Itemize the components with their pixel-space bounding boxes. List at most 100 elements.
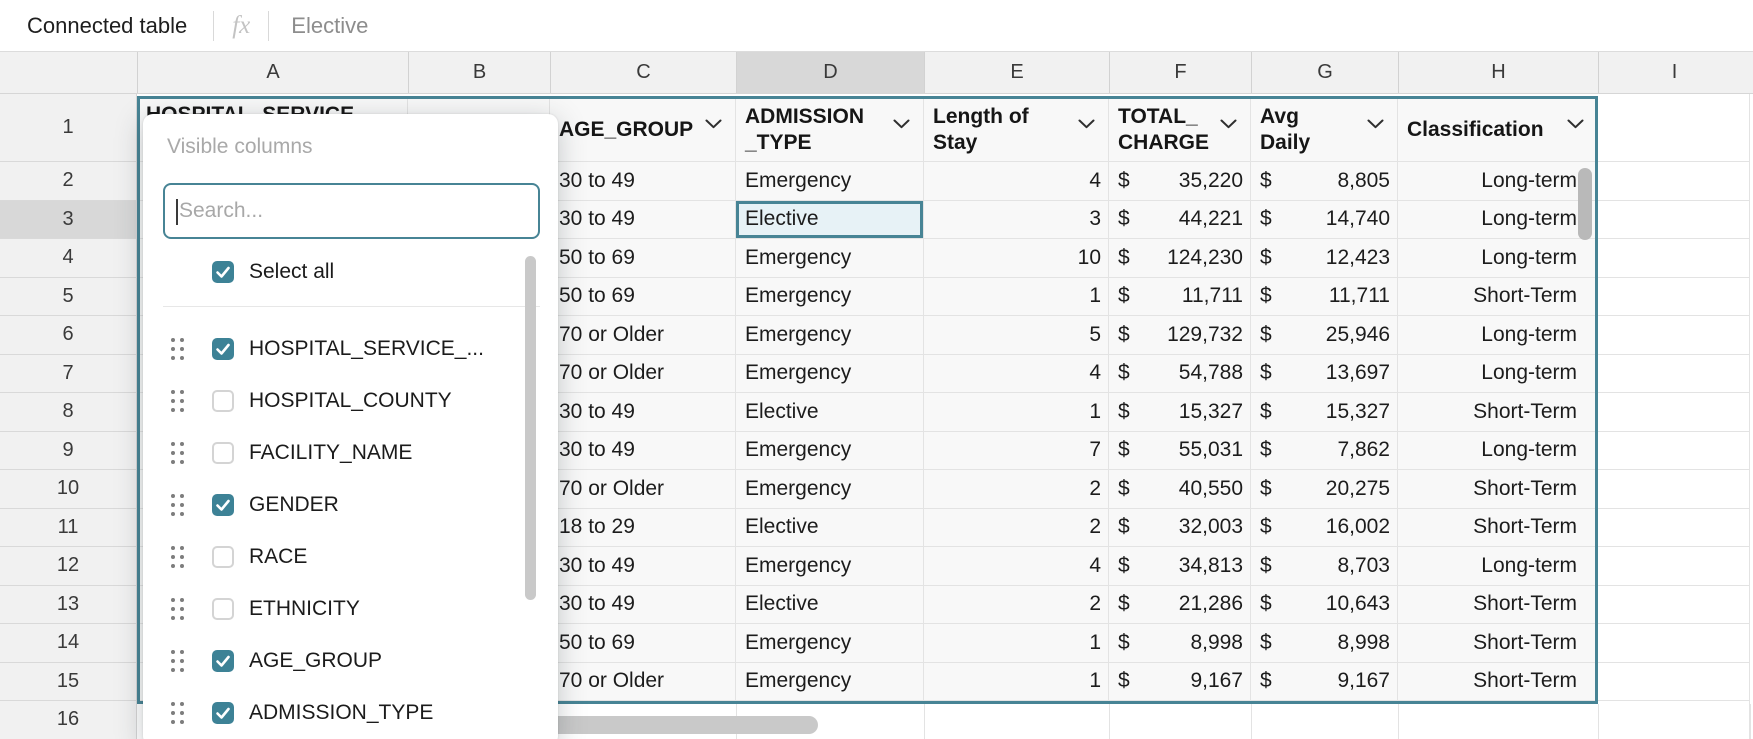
- cell-E8[interactable]: 1: [924, 393, 1109, 432]
- cell-G9[interactable]: $7,862: [1251, 431, 1398, 470]
- cell-G6[interactable]: $25,946: [1251, 316, 1398, 355]
- cell-G3[interactable]: $14,740: [1251, 200, 1398, 239]
- empty-cell[interactable]: [1598, 239, 1749, 278]
- cell-C15[interactable]: 70 or Older: [550, 662, 736, 701]
- checkbox-checked[interactable]: [212, 702, 234, 724]
- cell-C2[interactable]: 30 to 49: [550, 162, 736, 201]
- checkbox-unchecked[interactable]: [212, 390, 234, 412]
- cell-G11[interactable]: $16,002: [1251, 508, 1398, 547]
- cell-E2[interactable]: 4: [924, 162, 1109, 201]
- field-header-F[interactable]: TOTAL_ CHARGE: [1109, 99, 1251, 162]
- column-toggle-ethnicity[interactable]: ETHNICITY: [143, 583, 558, 635]
- checkbox-checked[interactable]: [212, 650, 234, 672]
- cell-E3[interactable]: 3: [924, 200, 1109, 239]
- cell-C5[interactable]: 50 to 69: [550, 277, 736, 316]
- empty-cell[interactable]: [1598, 393, 1749, 432]
- column-toggle-race[interactable]: RACE: [143, 531, 558, 583]
- cell-H8[interactable]: Short-Term: [1398, 393, 1595, 432]
- cell-D13[interactable]: Elective: [736, 585, 924, 624]
- cell-D6[interactable]: Emergency: [736, 316, 924, 355]
- cell-F2[interactable]: $35,220: [1109, 162, 1251, 201]
- row-number-2[interactable]: 2: [0, 162, 136, 201]
- chevron-down-icon[interactable]: [1567, 110, 1584, 136]
- column-toggle-age-group[interactable]: AGE_GROUP: [143, 635, 558, 687]
- cell-E13[interactable]: 2: [924, 585, 1109, 624]
- checkbox-unchecked[interactable]: [212, 442, 234, 464]
- chevron-down-icon[interactable]: [1078, 110, 1095, 136]
- cell-G4[interactable]: $12,423: [1251, 239, 1398, 278]
- cell-G8[interactable]: $15,327: [1251, 393, 1398, 432]
- empty-cell[interactable]: [1598, 624, 1749, 663]
- cell-C12[interactable]: 30 to 49: [550, 547, 736, 586]
- column-letter-F[interactable]: F: [1109, 52, 1251, 93]
- row-number-3[interactable]: 3: [0, 200, 136, 239]
- cell-G7[interactable]: $13,697: [1251, 354, 1398, 393]
- cell-D15[interactable]: Emergency: [736, 662, 924, 701]
- cell-C8[interactable]: 30 to 49: [550, 393, 736, 432]
- cell-G10[interactable]: $20,275: [1251, 470, 1398, 509]
- cell-D8[interactable]: Elective: [736, 393, 924, 432]
- cell-C13[interactable]: 30 to 49: [550, 585, 736, 624]
- empty-cell[interactable]: [1598, 278, 1749, 316]
- cell-E12[interactable]: 4: [924, 547, 1109, 586]
- cell-F12[interactable]: $34,813: [1109, 547, 1251, 586]
- column-letter-D[interactable]: D: [736, 52, 924, 93]
- row-number-14[interactable]: 14: [0, 624, 136, 663]
- empty-cell[interactable]: [1598, 509, 1749, 547]
- column-toggle-hospital-county[interactable]: HOSPITAL_COUNTY: [143, 375, 558, 427]
- cell-H12[interactable]: Long-term: [1398, 547, 1595, 586]
- cell-G13[interactable]: $10,643: [1251, 585, 1398, 624]
- cell-D4[interactable]: Emergency: [736, 239, 924, 278]
- cell-E6[interactable]: 5: [924, 316, 1109, 355]
- cell-F13[interactable]: $21,286: [1109, 585, 1251, 624]
- cell-C7[interactable]: 70 or Older: [550, 354, 736, 393]
- row-number-7[interactable]: 7: [0, 355, 136, 393]
- chevron-down-icon[interactable]: [893, 110, 910, 136]
- cell-H2[interactable]: Long-term: [1398, 162, 1595, 201]
- empty-cell[interactable]: [1598, 701, 1749, 739]
- cell-D7[interactable]: Emergency: [736, 354, 924, 393]
- column-toggle-facility-name[interactable]: FACILITY_NAME: [143, 427, 558, 479]
- cell-C9[interactable]: 30 to 49: [550, 431, 736, 470]
- cell-C10[interactable]: 70 or Older: [550, 470, 736, 509]
- field-header-H[interactable]: Classification: [1398, 99, 1595, 162]
- row-number-9[interactable]: 9: [0, 432, 136, 470]
- chevron-down-icon[interactable]: [705, 110, 722, 136]
- drag-handle-icon[interactable]: [171, 338, 186, 360]
- row-number-11[interactable]: 11: [0, 509, 136, 547]
- drag-handle-icon[interactable]: [171, 598, 186, 620]
- drag-handle-icon[interactable]: [171, 390, 186, 412]
- column-toggle-hospital-service-[interactable]: HOSPITAL_SERVICE_...: [143, 323, 558, 375]
- menu-scrollbar-thumb[interactable]: [525, 256, 536, 600]
- checkbox-unchecked[interactable]: [212, 546, 234, 568]
- cell-E7[interactable]: 4: [924, 354, 1109, 393]
- drag-handle-icon[interactable]: [171, 442, 186, 464]
- cell-G5[interactable]: $11,711: [1251, 277, 1398, 316]
- drag-handle-icon[interactable]: [171, 494, 186, 516]
- cell-D5[interactable]: Emergency: [736, 277, 924, 316]
- cell-C6[interactable]: 70 or Older: [550, 316, 736, 355]
- cell-F7[interactable]: $54,788: [1109, 354, 1251, 393]
- cell-C14[interactable]: 50 to 69: [550, 624, 736, 663]
- column-letter-G[interactable]: G: [1251, 52, 1398, 93]
- chevron-down-icon[interactable]: [1220, 110, 1237, 136]
- cell-F9[interactable]: $55,031: [1109, 431, 1251, 470]
- cell-F6[interactable]: $129,732: [1109, 316, 1251, 355]
- empty-cell[interactable]: [1598, 432, 1749, 470]
- field-header-E[interactable]: Length of Stay: [924, 99, 1109, 162]
- cell-C11[interactable]: 18 to 29: [550, 508, 736, 547]
- cell-H9[interactable]: Long-term: [1398, 432, 1595, 470]
- row-number-10[interactable]: 10: [0, 470, 136, 509]
- column-letter-H[interactable]: H: [1398, 52, 1598, 93]
- cell-H15[interactable]: Short-Term: [1398, 663, 1595, 701]
- cell-E15[interactable]: 1: [924, 662, 1109, 701]
- cell-C4[interactable]: 50 to 69: [550, 239, 736, 278]
- row-number-5[interactable]: 5: [0, 278, 136, 316]
- cell-D12[interactable]: Emergency: [736, 547, 924, 586]
- empty-cell[interactable]: [1598, 94, 1749, 162]
- column-letter-A[interactable]: A: [137, 52, 408, 93]
- cell-F8[interactable]: $15,327: [1109, 393, 1251, 432]
- cell-D10[interactable]: Emergency: [736, 470, 924, 509]
- cell-H5[interactable]: Short-Term: [1398, 278, 1595, 316]
- column-letter-E[interactable]: E: [924, 52, 1109, 93]
